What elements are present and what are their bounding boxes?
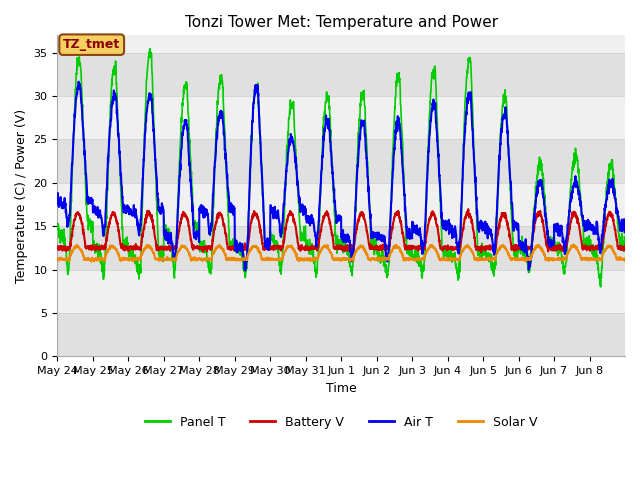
- Bar: [58, 139, 625, 183]
- Bar: [58, 96, 625, 139]
- Text: TZ_tmet: TZ_tmet: [63, 38, 120, 51]
- Bar: [58, 270, 625, 313]
- Title: Tonzi Tower Met: Temperature and Power: Tonzi Tower Met: Temperature and Power: [184, 15, 498, 30]
- Bar: [58, 226, 625, 270]
- Bar: [58, 53, 625, 96]
- X-axis label: Time: Time: [326, 382, 356, 395]
- Bar: [58, 313, 625, 356]
- Legend: Panel T, Battery V, Air T, Solar V: Panel T, Battery V, Air T, Solar V: [140, 411, 543, 434]
- Bar: [58, 183, 625, 226]
- Y-axis label: Temperature (C) / Power (V): Temperature (C) / Power (V): [15, 109, 28, 283]
